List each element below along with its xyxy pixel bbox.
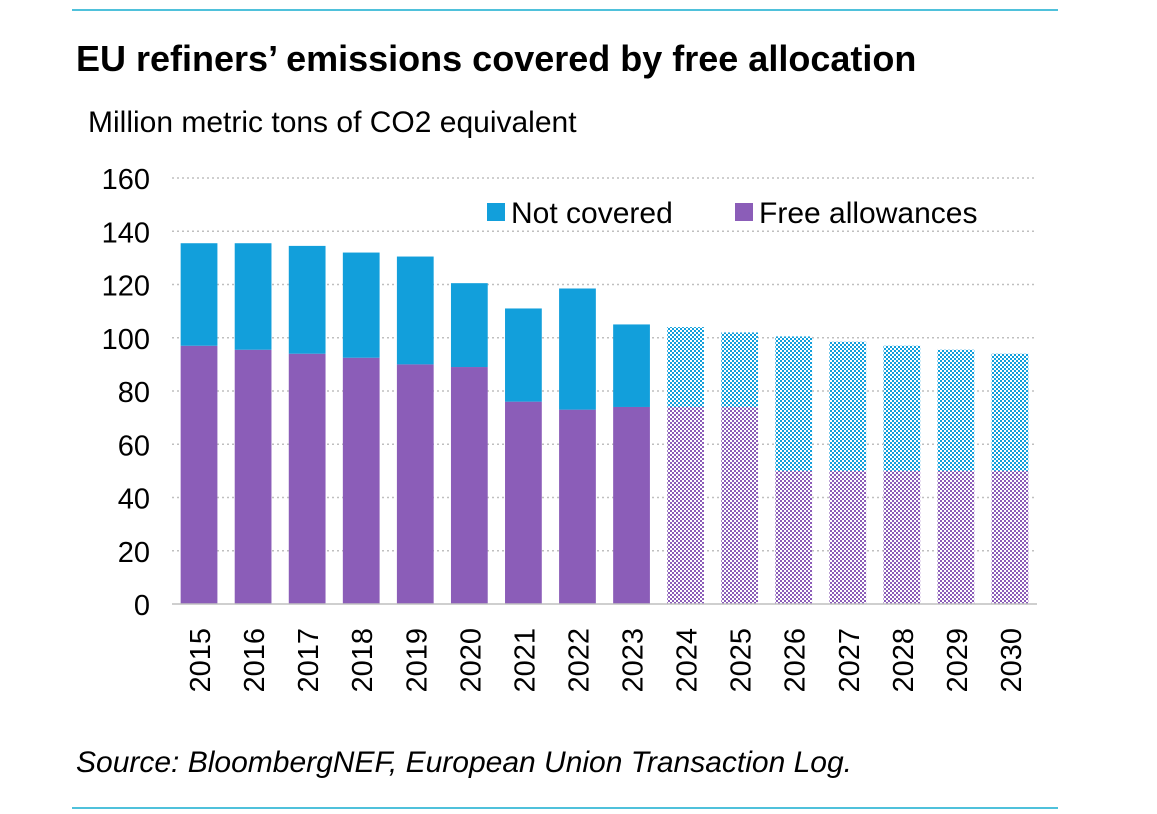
bar-free-allowances-2025 [721, 406, 759, 604]
x-tick-label: 2024 [672, 628, 704, 693]
bar-free-allowances-2019 [396, 364, 434, 604]
x-tick-label: 2029 [942, 628, 974, 693]
bar-free-allowances-2026 [775, 470, 813, 604]
bar-not-covered-2029 [937, 349, 975, 471]
bar-not-covered-2030 [991, 353, 1029, 471]
x-tick-label: 2028 [888, 628, 920, 693]
bar-not-covered-2017 [288, 245, 326, 354]
x-tick-label: 2030 [996, 628, 1028, 693]
bar-not-covered-2018 [342, 252, 380, 358]
bar-free-allowances-2018 [342, 357, 380, 604]
bar-not-covered-2016 [234, 243, 272, 350]
x-tick-label: 2017 [293, 628, 325, 693]
legend-label: Free allowances [759, 197, 977, 230]
bar-free-allowances-2015 [180, 345, 218, 604]
bar-not-covered-2027 [829, 341, 867, 471]
bar-not-covered-2023 [613, 324, 650, 407]
bar-not-covered-2024 [667, 327, 704, 407]
bar-free-allowances-2022 [559, 409, 596, 604]
x-tick-label: 2020 [455, 628, 487, 693]
bar-free-allowances-2030 [991, 470, 1029, 604]
legend-swatch [735, 203, 753, 221]
y-tick-label: 120 [102, 271, 150, 303]
x-tick-label: 2021 [509, 628, 541, 693]
bar-free-allowances-2029 [937, 470, 975, 604]
y-axis-ticks: 0 20 40 60 80 100 120 140 160 [102, 164, 150, 622]
bar-not-covered-2020 [450, 283, 488, 368]
source-note: Source: BloombergNEF, European Union Tra… [76, 746, 853, 779]
x-tick-label: 2022 [563, 628, 595, 693]
x-axis-ticks: 2015 2016 2017 2018 2019 2020 2021 2022 2023 2024… [185, 628, 1028, 693]
y-tick-label: 0 [134, 590, 150, 622]
y-axis-unit-label: Million metric tons of CO2 equivalent [88, 106, 577, 139]
bar-free-allowances-2023 [613, 406, 650, 604]
x-tick-label: 2018 [347, 628, 379, 693]
bar-not-covered-2019 [396, 256, 434, 365]
x-tick-label: 2027 [834, 628, 866, 693]
bar-not-covered-2028 [883, 345, 921, 471]
x-tick-label: 2015 [185, 628, 217, 693]
legend: Not covered Free allowances [487, 197, 977, 230]
bar-free-allowances-2027 [829, 470, 867, 604]
bar-free-allowances-2028 [883, 470, 921, 604]
x-tick-label: 2023 [618, 628, 650, 693]
y-tick-label: 40 [118, 484, 150, 516]
bar-free-allowances-2020 [450, 367, 488, 604]
y-tick-label: 60 [118, 430, 150, 462]
bar-free-allowances-2024 [667, 406, 704, 604]
bottom-rule [72, 807, 1058, 809]
x-tick-label: 2019 [401, 628, 433, 693]
bar-not-covered-2022 [559, 288, 596, 410]
bar-free-allowances-2017 [288, 353, 326, 604]
bar-not-covered-2026 [775, 336, 813, 471]
top-rule [72, 9, 1058, 11]
bar-not-covered-2021 [505, 308, 542, 402]
bars [180, 243, 1029, 604]
y-tick-label: 160 [102, 164, 150, 196]
x-tick-label: 2025 [726, 628, 758, 693]
chart-title: EU refiners’ emissions covered by free a… [76, 38, 917, 79]
legend-label: Not covered [511, 197, 673, 230]
x-tick-label: 2026 [780, 628, 812, 693]
bar-not-covered-2015 [180, 243, 218, 346]
y-tick-label: 100 [102, 324, 150, 356]
bar-free-allowances-2016 [234, 349, 272, 604]
y-tick-label: 80 [118, 377, 150, 409]
y-tick-label: 140 [102, 217, 150, 249]
legend-swatch [487, 203, 505, 221]
bar-free-allowances-2021 [505, 401, 542, 604]
bar-not-covered-2025 [721, 332, 759, 407]
x-tick-label: 2016 [239, 628, 271, 693]
y-tick-label: 20 [118, 537, 150, 569]
